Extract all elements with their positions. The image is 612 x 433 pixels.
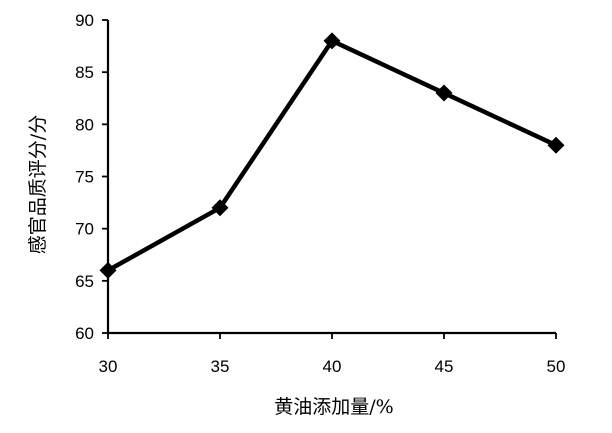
y-tick-label: 80	[75, 115, 94, 134]
x-tick-label: 30	[99, 357, 118, 376]
axes	[106, 20, 556, 335]
y-tick-label: 65	[75, 272, 94, 291]
y-tick-label: 85	[75, 63, 94, 82]
x-tick-label: 35	[211, 357, 230, 376]
y-tick-label: 90	[75, 11, 94, 30]
x-tick-label: 50	[547, 357, 566, 376]
y-tick-label: 75	[75, 168, 94, 187]
series-layer	[99, 32, 565, 279]
x-axis-title: 黄油添加量/%	[274, 396, 393, 418]
y-ticks: 60 65 70 75 80 85 90	[75, 11, 108, 343]
y-axis-title: 感官品质评分/分	[27, 115, 49, 254]
data-point-marker	[99, 261, 117, 279]
data-point-marker	[547, 136, 565, 154]
x-ticks: 30 35 40 45 50	[99, 333, 566, 376]
x-tick-label: 45	[435, 357, 454, 376]
y-tick-label: 70	[75, 220, 94, 239]
y-tick-label: 60	[75, 324, 94, 343]
series-line	[106, 38, 557, 273]
data-point-marker	[211, 199, 229, 217]
data-point-marker	[323, 32, 341, 50]
x-tick-label: 40	[323, 357, 342, 376]
data-point-marker	[435, 84, 453, 102]
